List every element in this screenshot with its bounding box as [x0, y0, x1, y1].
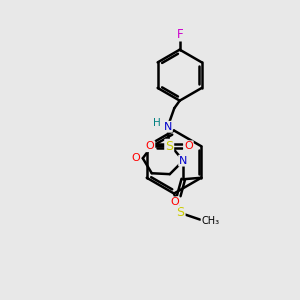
- Text: O: O: [170, 197, 179, 207]
- Text: F: F: [176, 28, 183, 40]
- Text: N: N: [164, 122, 172, 132]
- Text: O: O: [184, 141, 193, 151]
- Text: S: S: [177, 206, 184, 220]
- Text: S: S: [165, 140, 173, 153]
- Text: N: N: [179, 156, 188, 166]
- Text: O: O: [146, 141, 154, 151]
- Text: O: O: [131, 153, 140, 163]
- Text: H: H: [153, 118, 161, 128]
- Text: CH₃: CH₃: [202, 216, 220, 226]
